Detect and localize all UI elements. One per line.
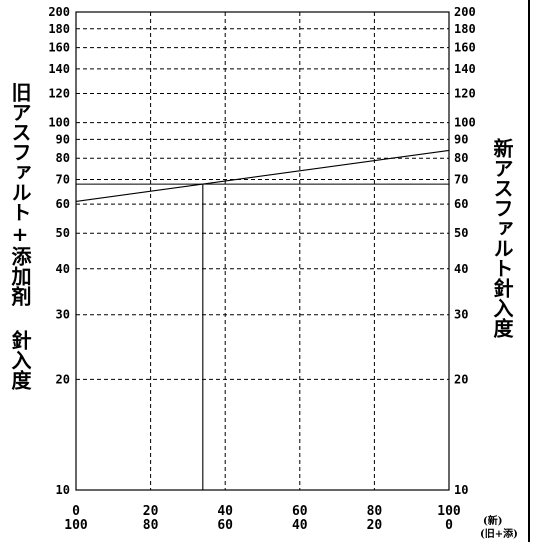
- y-tick-label-right: 160: [454, 41, 476, 55]
- y-tick-label-right: 30: [454, 308, 468, 322]
- x-tick-label-top: 40: [217, 504, 233, 519]
- plot-frame: [75, 11, 450, 491]
- y-tick-label-left: 30: [56, 308, 70, 322]
- y-tick-label-left: 10: [56, 483, 70, 497]
- y-tick-label-left: 160: [48, 41, 70, 55]
- y-tick-label-left: 100: [48, 116, 70, 130]
- y-tick-label-right: 180: [454, 22, 476, 36]
- x-tick-label-top: 60: [292, 504, 308, 519]
- y-tick-label-right: 80: [454, 151, 468, 165]
- y-tick-label-left: 120: [48, 87, 70, 101]
- x-tick-label-bottom: 100: [64, 518, 88, 533]
- y-tick-label-right: 20: [454, 372, 468, 386]
- y-axis-label-left: 旧アスファルト+添加剤 針入度: [8, 82, 32, 390]
- y-axis-label-right: 新アスファルト針入度: [490, 138, 514, 338]
- y-tick-label-right: 100: [454, 116, 476, 130]
- y-tick-label-left: 20: [56, 372, 70, 386]
- x-tick-label-top: 100: [437, 504, 461, 519]
- x-tick-label-top: 0: [72, 504, 80, 519]
- x-tick-label-bottom: 40: [292, 518, 308, 533]
- y-tick-label-left: 40: [56, 262, 70, 276]
- x-tick-label-bottom: 0: [445, 518, 453, 533]
- y-tick-label-right: 60: [454, 197, 468, 211]
- y-tick-label-right: 120: [454, 87, 476, 101]
- y-tick-label-left: 70: [56, 173, 70, 187]
- y-tick-label-right: 140: [454, 62, 476, 76]
- x-axis-unit-top: (新): [483, 516, 503, 527]
- y-tick-label-right: 40: [454, 262, 468, 276]
- y-tick-label-left: 90: [56, 132, 70, 146]
- y-tick-label-right: 70: [454, 173, 468, 187]
- x-tick-label-bottom: 60: [217, 518, 233, 533]
- y-tick-label-left: 50: [56, 226, 70, 240]
- y-tick-label-left: 200: [48, 5, 70, 19]
- y-tick-label-right: 200: [454, 5, 476, 19]
- y-tick-label-right: 90: [454, 132, 468, 146]
- series-line: [75, 149, 450, 203]
- y-tick-label-right: 50: [454, 226, 468, 240]
- page-frame-line: [528, 0, 530, 542]
- y-tick-label-left: 180: [48, 22, 70, 36]
- y-tick-label-left: 80: [56, 151, 70, 165]
- y-tick-label-right: 10: [454, 483, 468, 497]
- y-tick-label-left: 60: [56, 197, 70, 211]
- x-tick-label-bottom: 20: [367, 518, 383, 533]
- x-tick-label-top: 80: [367, 504, 383, 519]
- x-tick-label-top: 20: [143, 504, 159, 519]
- y-tick-label-left: 140: [48, 62, 70, 76]
- x-axis-unit-bottom: (旧+添): [480, 529, 518, 540]
- x-tick-label-bottom: 80: [143, 518, 159, 533]
